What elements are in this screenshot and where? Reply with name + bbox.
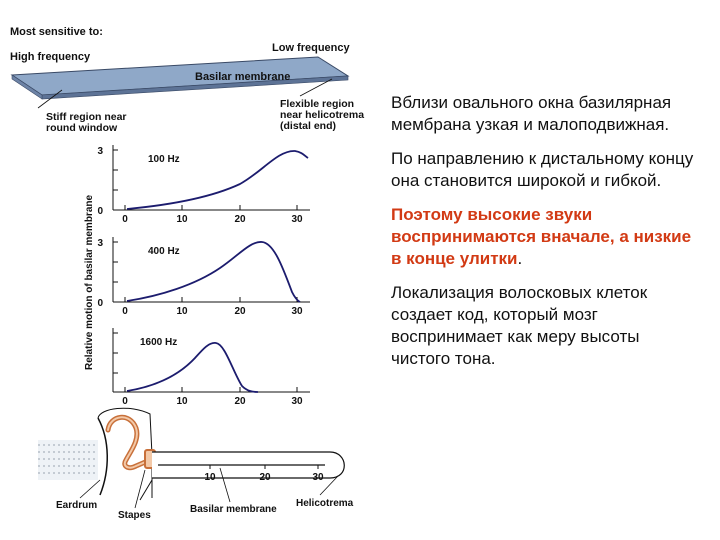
explanation-text: Вблизи овального окна базилярная мембран…: [391, 92, 703, 382]
paragraph-3: Поэтому высокие звуки воспринимаются вна…: [391, 204, 703, 270]
y-tick: 0: [97, 206, 103, 217]
cochlea-tick: 20: [259, 472, 271, 483]
y-axis-label: Relative motion of basilar membrane: [84, 195, 95, 370]
x-tick: 10: [176, 306, 188, 317]
y-tick: 0: [97, 298, 103, 309]
panel-100hz: 3 0 0 10 20 30 100 Hz: [97, 145, 310, 225]
label-stiff-region-1: Stiff region near: [46, 111, 127, 123]
middle-ear-outline: [97, 407, 153, 501]
label-flexible-region-2: near helicotrema: [280, 109, 364, 121]
x-tick: 0: [122, 306, 128, 317]
x-tick: 0: [122, 396, 128, 407]
label-flexible-region-1: Flexible region: [280, 98, 354, 110]
panel-400hz: 3 0 0 10 20 30 400 Hz: [97, 237, 310, 317]
label-basilar-membrane-bottom: Basilar membrane: [190, 504, 277, 515]
y-tick: 3: [97, 146, 103, 157]
highlight-end: .: [517, 249, 523, 268]
response-curve: [126, 241, 301, 303]
panel-frequency-label: 100 Hz: [148, 154, 180, 165]
label-high-frequency: High frequency: [10, 51, 91, 63]
stiff-region-leader: [37, 89, 63, 109]
x-tick: 10: [176, 396, 188, 407]
label-stiff-region-2: round window: [46, 122, 118, 134]
label-helicotrema: Helicotrema: [296, 498, 354, 509]
panel-1600hz: 0 10 20 30 1600 Hz: [112, 328, 310, 407]
x-tick: 20: [234, 214, 246, 225]
highlight-text: Поэтому высокие звуки воспринимаются вна…: [391, 205, 692, 268]
response-curve: [126, 342, 259, 393]
paragraph-1: Вблизи овального окна базилярная мембран…: [391, 93, 672, 134]
x-tick: 10: [176, 214, 188, 225]
label-basilar-membrane: Basilar membrane: [195, 71, 290, 83]
header-most-sensitive: Most sensitive to:: [10, 26, 103, 38]
label-eardrum: Eardrum: [56, 500, 97, 511]
response-curve: [126, 150, 309, 210]
label-stapes: Stapes: [118, 510, 151, 521]
x-tick: 0: [122, 214, 128, 225]
x-tick: 30: [291, 306, 303, 317]
cochlea-tick: 10: [204, 472, 216, 483]
label-low-frequency: Low frequency: [272, 42, 351, 54]
ossicles: [105, 414, 153, 471]
panel-frequency-label: 1600 Hz: [140, 337, 177, 348]
eardrum-shape: [97, 417, 108, 496]
x-tick: 30: [291, 214, 303, 225]
panel-frequency-label: 400 Hz: [148, 246, 180, 257]
cochlea-diagram: 10 20 30: [38, 407, 345, 509]
x-tick: 20: [234, 306, 246, 317]
x-tick: 30: [291, 396, 303, 407]
flexible-region-leader: [299, 78, 333, 97]
cochlea-tick: 30: [312, 472, 324, 483]
membrane-strip: [10, 56, 350, 100]
x-tick: 20: [234, 396, 246, 407]
paragraph-4: Локализация волосковых клеток создает ко…: [391, 283, 648, 368]
y-tick: 3: [97, 238, 103, 249]
paragraph-2: По направлению к дистальному концу она с…: [391, 149, 694, 190]
basilar-membrane-figure: Most sensitive to: High frequency Low fr…: [10, 26, 364, 521]
label-flexible-region-3: (distal end): [280, 120, 336, 132]
